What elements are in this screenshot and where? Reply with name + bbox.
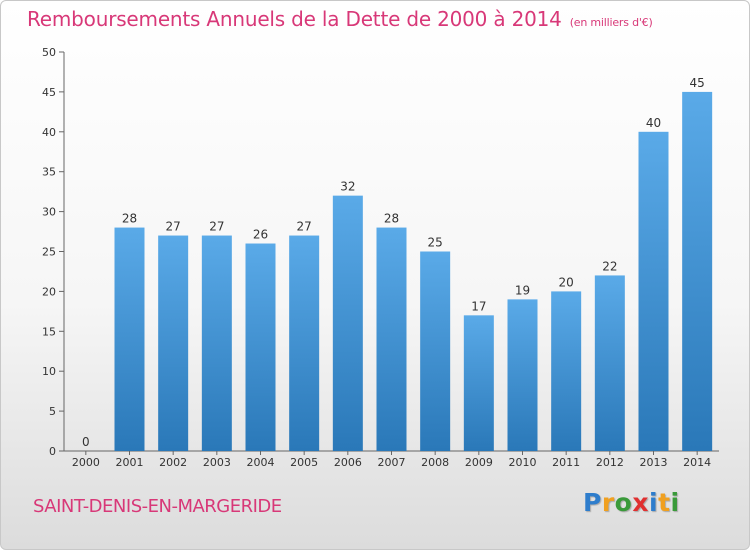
y-tick-label: 0 (49, 445, 56, 458)
data-label-2001: 28 (122, 212, 137, 226)
bars (114, 91, 713, 452)
bar-2014 (682, 91, 713, 452)
x-tick-label: 2011 (552, 456, 580, 469)
y-tick-label: 20 (42, 285, 56, 298)
commune-name: SAINT-DENIS-EN-MARGERIDE (33, 496, 282, 517)
data-labels: 0 28 27 27 26 27 32 28 25 17 19 20 22 40 45 (82, 76, 705, 449)
y-tick-label: 30 (42, 206, 56, 219)
brand-letter: i (649, 488, 659, 517)
x-tick-label: 2008 (421, 456, 449, 469)
x-tick-label: 2004 (247, 456, 275, 469)
x-tick-label: 2000 (72, 456, 100, 469)
proxiti-logo[interactable]: Proxiti (583, 488, 680, 517)
x-axis: 2000 2001 2002 2003 2004 2005 2006 2007 2008 2009… (64, 450, 719, 469)
brand-letter: t (658, 488, 671, 517)
chart-title-text: Remboursements Annuels de la Dette de 20… (27, 7, 562, 31)
data-label-2014: 45 (690, 76, 705, 90)
y-tick-label: 45 (42, 86, 56, 99)
data-label-2013: 40 (646, 116, 661, 130)
x-tick-label: 2006 (334, 456, 362, 469)
data-label-2000: 0 (82, 435, 90, 449)
x-tick-label: 2003 (203, 456, 231, 469)
data-label-2003: 27 (209, 220, 224, 234)
y-tick-label: 40 (42, 126, 56, 139)
brand-letter: x (632, 488, 649, 517)
y-tick-label: 25 (42, 246, 56, 259)
brand-letter: o (614, 488, 633, 517)
bar-2011 (551, 291, 582, 451)
bar-2004 (245, 243, 276, 451)
x-tick-label: 2002 (159, 456, 187, 469)
data-label-2004: 26 (253, 228, 268, 242)
bar-2007 (376, 227, 407, 451)
bar-2013 (638, 131, 669, 452)
y-tick-label: 15 (42, 325, 56, 338)
data-label-2007: 28 (384, 212, 399, 226)
y-axis: 0 5 10 15 20 25 30 35 40 45 50 (42, 46, 65, 458)
y-tick-label: 5 (49, 405, 56, 418)
brand-letter: i (670, 488, 680, 517)
chart-title: Remboursements Annuels de la Dette de 20… (27, 7, 653, 31)
data-label-2010: 19 (515, 283, 530, 297)
y-tick-label: 35 (42, 166, 56, 179)
data-label-2002: 27 (166, 220, 181, 234)
bar-2001 (114, 227, 145, 451)
x-tick-label: 2010 (509, 456, 537, 469)
bar-2005 (289, 235, 320, 451)
bar-2010 (507, 299, 538, 451)
bar-2006 (332, 195, 363, 451)
x-tick-label: 2013 (640, 456, 668, 469)
data-label-2006: 32 (340, 180, 355, 194)
data-label-2011: 20 (559, 275, 574, 289)
brand-letter: r (601, 488, 615, 517)
data-label-2008: 25 (428, 236, 443, 250)
bar-2009 (463, 315, 494, 451)
x-tick-label: 2009 (465, 456, 493, 469)
data-label-2009: 17 (471, 299, 486, 313)
brand-letter: P (583, 488, 602, 517)
bar-2012 (594, 275, 625, 451)
bar-2008 (420, 251, 451, 451)
y-tick-label: 10 (42, 365, 56, 378)
x-tick-label: 2007 (378, 456, 406, 469)
x-tick-label: 2005 (290, 456, 318, 469)
chart-subtitle: (en milliers d'€) (569, 16, 653, 29)
x-tick-label: 2001 (116, 456, 144, 469)
x-tick-label: 2014 (683, 456, 711, 469)
data-label-2012: 22 (602, 259, 617, 273)
y-tick-label: 50 (42, 46, 56, 59)
bar-2002 (158, 235, 189, 451)
x-tick-label: 2012 (596, 456, 624, 469)
bar-2003 (201, 235, 232, 451)
data-label-2005: 27 (297, 220, 312, 234)
